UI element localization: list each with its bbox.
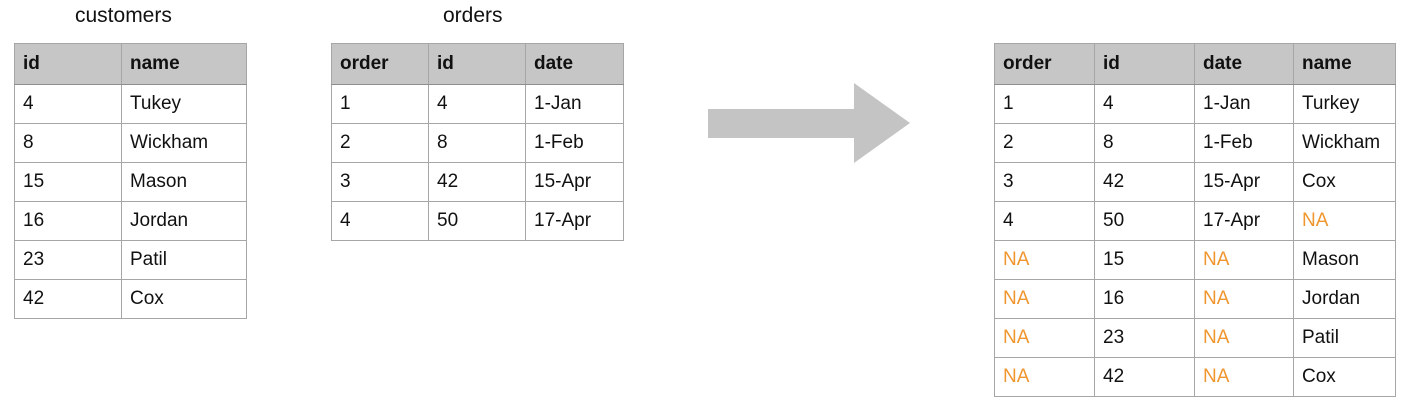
table-cell: NA [1293,201,1396,241]
table-cell: 1-Jan [525,84,624,124]
table-row: NA 23 NA Patil [994,318,1396,358]
table-cell: 42 [1094,357,1195,397]
table-cell: 2 [331,123,429,163]
table-row: 1 4 1-Jan [331,84,624,124]
table-cell: NA [994,357,1095,397]
table-cell: 1 [331,84,429,124]
table-cell: 42 [14,279,122,319]
table-cell: 1 [994,84,1095,124]
table-row: 42 Cox [14,279,247,319]
table-cell: Tukey [121,84,247,124]
table-cell: NA [1194,357,1294,397]
column-header: id [14,43,122,85]
table-row: 3 42 15-Apr Cox [994,162,1396,202]
column-header: name [121,43,247,85]
orders-table: order id date 1 4 1-Jan 2 8 1-Feb 3 42 15-Apr … [331,43,624,241]
table-row: NA 42 NA Cox [994,357,1396,397]
column-header: date [1194,43,1294,85]
table-cell: 2 [994,123,1095,163]
table-cell: 3 [994,162,1095,202]
table-cell: 4 [14,84,122,124]
table-cell: 4 [1094,84,1195,124]
table-cell: Mason [1293,240,1396,280]
table-header-row: order id date name [994,43,1396,85]
column-header: id [1094,43,1195,85]
table-cell: 42 [1094,162,1195,202]
table-cell: Jordan [1293,279,1396,319]
table-cell: 8 [14,123,122,163]
result-table: order id date name 1 4 1-Jan Turkey 2 8 1-Feb… [994,43,1396,397]
table-row: 4 50 17-Apr [331,201,624,241]
column-header: order [994,43,1095,85]
column-header: date [525,43,624,85]
table-cell: 16 [14,201,122,241]
table-cell: 15 [14,162,122,202]
table-cell: Turkey [1293,84,1396,124]
table-cell: 15-Apr [525,162,624,202]
table-cell: 4 [994,201,1095,241]
table-cell: NA [1194,279,1294,319]
table-cell: 50 [1094,201,1195,241]
table-cell: 42 [428,162,526,202]
table-cell: 3 [331,162,429,202]
table-cell: Wickham [1293,123,1396,163]
table-cell: Cox [121,279,247,319]
table-cell: 50 [428,201,526,241]
table-cell: 1-Feb [1194,123,1294,163]
table-cell: 15 [1094,240,1195,280]
table-cell: NA [994,279,1095,319]
table-cell: Patil [1293,318,1396,358]
right-arrow-icon [708,83,910,163]
table-cell: Mason [121,162,247,202]
table-row: 15 Mason [14,162,247,202]
table-row: 23 Patil [14,240,247,280]
table-cell: Cox [1293,357,1396,397]
column-header: id [428,43,526,85]
table-header-row: id name [14,43,247,85]
table-row: 16 Jordan [14,201,247,241]
table-row: 8 Wickham [14,123,247,163]
table-cell: NA [994,240,1095,280]
table-row: 2 8 1-Feb Wickham [994,123,1396,163]
table-row: NA 15 NA Mason [994,240,1396,280]
column-header: name [1293,43,1396,85]
table-cell: 4 [331,201,429,241]
table-row: 1 4 1-Jan Turkey [994,84,1396,124]
table-row: NA 16 NA Jordan [994,279,1396,319]
table-row: 3 42 15-Apr [331,162,624,202]
table-cell: 23 [14,240,122,280]
customers-table: id name 4 Tukey 8 Wickham 15 Mason 16 Jordan… [14,43,247,319]
table-cell: 15-Apr [1194,162,1294,202]
column-header: order [331,43,429,85]
table-cell: NA [994,318,1095,358]
table-cell: Patil [121,240,247,280]
table-cell: NA [1194,240,1294,280]
table-row: 2 8 1-Feb [331,123,624,163]
table-header-row: order id date [331,43,624,85]
table-cell: 4 [428,84,526,124]
table-cell: Cox [1293,162,1396,202]
table-cell: Wickham [121,123,247,163]
customers-title: customers [75,4,172,27]
table-cell: 1-Feb [525,123,624,163]
orders-title: orders [443,4,503,27]
table-cell: Jordan [121,201,247,241]
table-cell: 8 [1094,123,1195,163]
table-cell: NA [1194,318,1294,358]
table-cell: 8 [428,123,526,163]
table-cell: 1-Jan [1194,84,1294,124]
table-row: 4 50 17-Apr NA [994,201,1396,241]
table-cell: 16 [1094,279,1195,319]
table-cell: 17-Apr [1194,201,1294,241]
table-row: 4 Tukey [14,84,247,124]
table-cell: 23 [1094,318,1195,358]
arrow-shape [708,83,910,163]
table-cell: 17-Apr [525,201,624,241]
